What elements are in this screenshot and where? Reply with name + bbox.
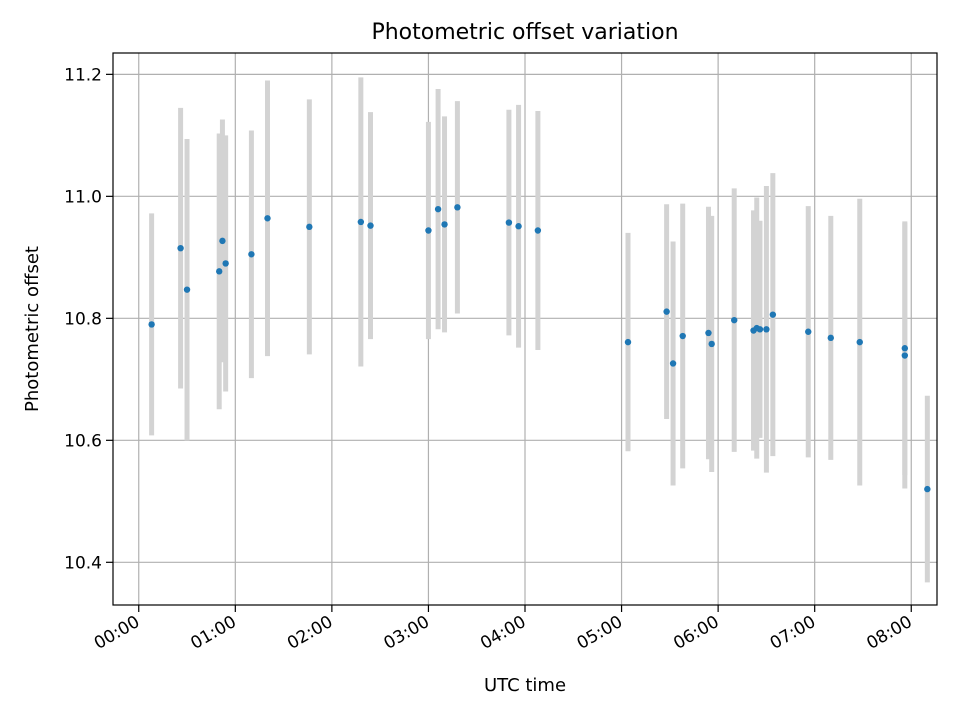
data-points [148, 204, 931, 493]
data-point [731, 316, 738, 324]
data-point [663, 308, 670, 315]
y-axis: 10.4 10.6 10.8 11.0 11.2 [64, 65, 113, 573]
data-point [441, 221, 448, 228]
x-axis-label: UTC time [484, 675, 566, 696]
data-point [708, 340, 715, 348]
y-tick-label: 10.6 [64, 431, 102, 451]
data-point [222, 260, 229, 267]
data-point [515, 223, 522, 230]
data-point [901, 352, 909, 359]
y-tick-label: 11.0 [64, 187, 102, 207]
data-point [264, 215, 271, 222]
data-point [856, 338, 863, 346]
data-point [827, 334, 834, 342]
data-point [924, 485, 931, 493]
data-point [705, 329, 712, 337]
data-point [669, 360, 677, 367]
data-point [769, 311, 777, 318]
data-point [434, 205, 442, 213]
data-point [624, 338, 632, 346]
data-point [454, 204, 461, 211]
data-point [219, 237, 226, 245]
data-point [367, 222, 374, 229]
y-tick-label: 11.2 [64, 65, 102, 85]
data-point [357, 218, 365, 226]
data-point [679, 332, 686, 340]
data-point [805, 328, 812, 335]
data-point [183, 286, 191, 293]
y-tick-label: 10.8 [64, 309, 102, 329]
y-axis-label: Photometric offset [22, 246, 43, 412]
data-point [901, 345, 909, 352]
data-point [534, 227, 542, 234]
data-point [148, 321, 155, 328]
y-tick-label: 10.4 [64, 553, 102, 573]
data-point [763, 326, 770, 333]
data-point [248, 251, 255, 258]
data-point [216, 268, 223, 275]
chart-title: Photometric offset variation [371, 20, 678, 45]
data-point [425, 227, 432, 234]
data-point [306, 223, 313, 231]
data-point [505, 219, 513, 226]
data-point [177, 244, 184, 252]
data-point [756, 326, 764, 333]
